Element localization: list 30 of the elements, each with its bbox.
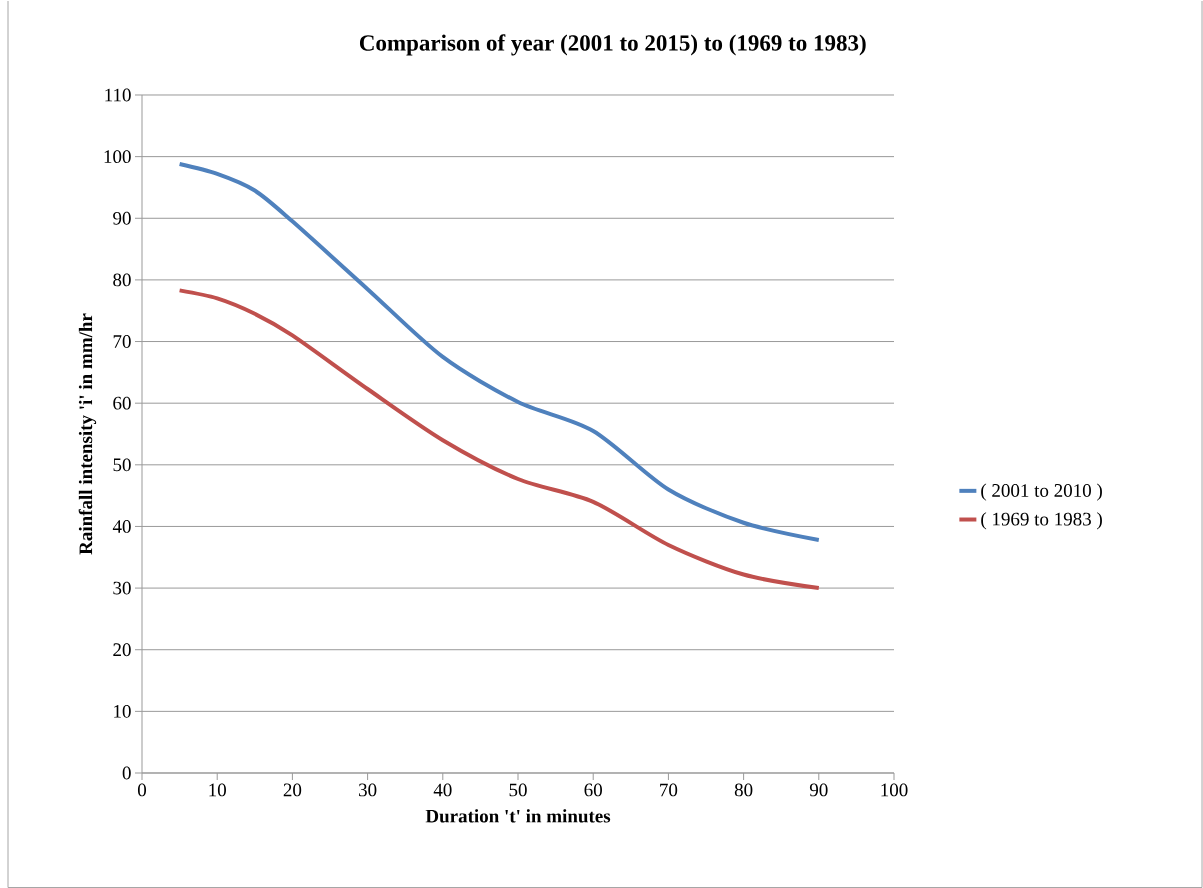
- y-tick-label: 40: [112, 520, 131, 533]
- x-axis-title: Duration 't' in minutes: [425, 809, 611, 823]
- x-tick-label: 50: [509, 783, 527, 797]
- x-tick-label: 70: [660, 783, 678, 797]
- x-tick-label: 40: [433, 783, 452, 797]
- x-tick-label: 60: [584, 783, 602, 797]
- chart-title: Comparison of year (2001 to 2015) to (1969 to 1983): [359, 34, 866, 56]
- y-tick-label: 30: [113, 581, 131, 595]
- x-tick-label: 30: [359, 783, 377, 797]
- y-tick-label: 90: [113, 211, 131, 225]
- y-tick-label: 50: [113, 458, 131, 472]
- legend-label: ( 2001 to 2010 ): [981, 483, 1102, 501]
- y-tick-label: 10: [114, 704, 131, 718]
- line-series: [177, 162, 821, 543]
- x-tick-label: 90: [809, 783, 828, 797]
- x-tick-label: 20: [283, 783, 302, 797]
- y-axis-title: Rainfall intensity 'i' in mm/hr: [78, 313, 97, 555]
- y-tick-label: 0: [122, 766, 131, 780]
- x-tick-label: 100: [881, 783, 908, 797]
- y-tick-label: 20: [113, 643, 131, 657]
- y-tick-label: 100: [104, 150, 131, 164]
- y-tick-label: 110: [105, 88, 131, 102]
- y-tick-label: 60: [113, 396, 131, 410]
- y-tick-label: 70: [113, 335, 131, 348]
- y-tick-label: 80: [113, 273, 131, 287]
- x-tick-label: 0: [137, 783, 147, 797]
- legend-label: ( 1969 to 1983 ): [981, 512, 1102, 530]
- line-series: [177, 288, 821, 591]
- x-tick-label: 10: [209, 783, 226, 797]
- x-tick-label: 80: [734, 783, 753, 797]
